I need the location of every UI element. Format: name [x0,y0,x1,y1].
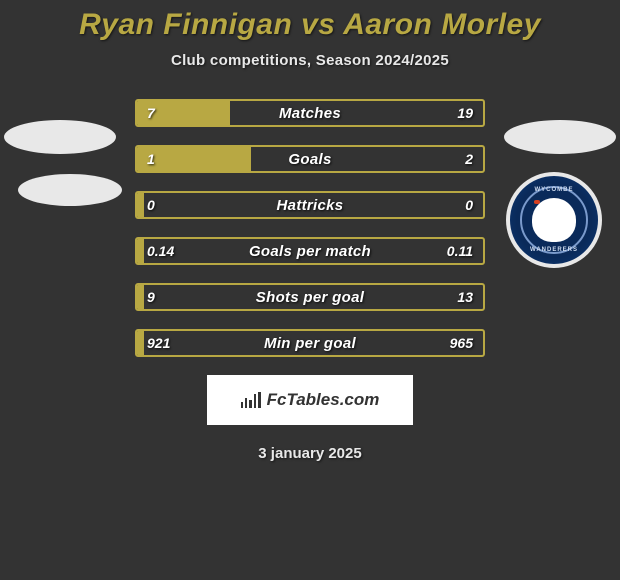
bar-value-right: 965 [450,331,473,355]
bar-label: Shots per goal [137,285,483,309]
badge-text-bottom: WANDERERS [530,247,578,253]
bar-value-right: 2 [465,147,473,171]
bar-label: Goals [137,147,483,171]
source-logo-text: FcTables.com [267,390,380,410]
player-right-placeholder [504,120,616,154]
comparison-bars: 7 Matches 19 1 Goals 2 0 Hattricks 0 0.1… [135,99,485,357]
bar-label: Matches [137,101,483,125]
bar-value-right: 0.11 [447,239,473,263]
source-logo: FcTables.com [207,375,413,425]
subtitle: Club competitions, Season 2024/2025 [0,52,620,69]
bar-row: 1 Goals 2 [135,145,485,173]
bar-row: 0.14 Goals per match 0.11 [135,237,485,265]
date-label: 3 january 2025 [0,445,620,462]
bar-value-right: 13 [457,285,473,309]
player-left-placeholder-1 [4,120,116,154]
bar-row: 7 Matches 19 [135,99,485,127]
bar-label: Goals per match [137,239,483,263]
bar-label: Min per goal [137,331,483,355]
club-badge-right: WYCOMBE WANDERERS [506,172,602,268]
bar-value-right: 0 [465,193,473,217]
bars-icon [241,392,261,408]
player-left-placeholder-2 [18,174,122,206]
bar-row: 0 Hattricks 0 [135,191,485,219]
bar-label: Hattricks [137,193,483,217]
club-badge-inner: WYCOMBE WANDERERS [520,186,588,254]
bar-row: 921 Min per goal 965 [135,329,485,357]
bar-row: 9 Shots per goal 13 [135,283,485,311]
comparison-container: Ryan Finnigan vs Aaron Morley Club compe… [0,0,620,462]
page-title: Ryan Finnigan vs Aaron Morley [0,8,620,42]
badge-text-top: WYCOMBE [535,187,574,193]
bar-value-right: 19 [457,101,473,125]
swan-icon [532,198,576,242]
